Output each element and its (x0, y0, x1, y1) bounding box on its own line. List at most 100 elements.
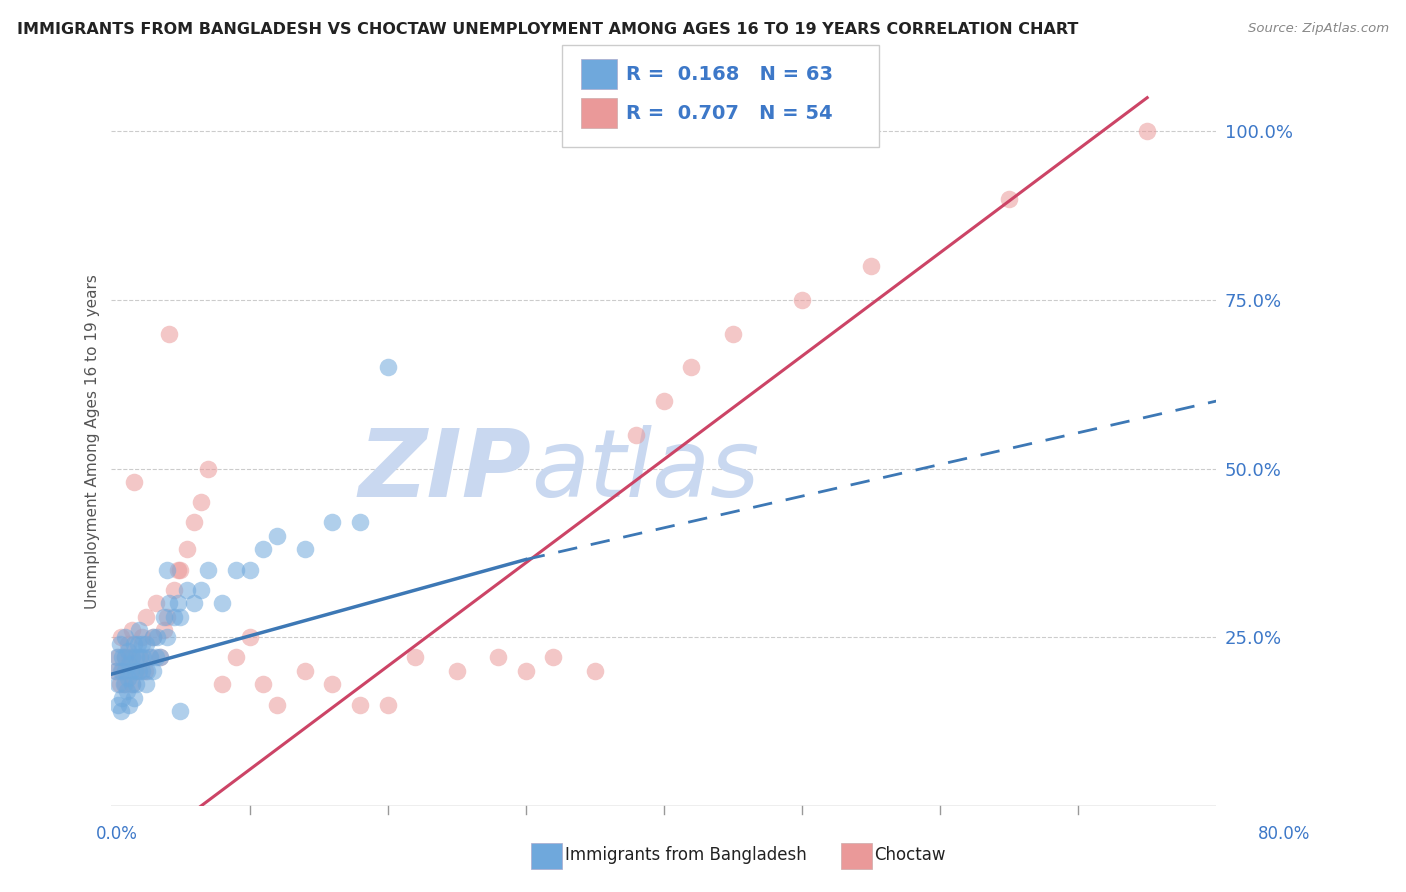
Text: ZIP: ZIP (359, 425, 531, 516)
Point (1136, 124, 1159, 138)
Y-axis label: Unemployment Among Ages 16 to 19 years: Unemployment Among Ages 16 to 19 years (86, 274, 100, 609)
Point (321, 516, 343, 530)
Point (117, 643, 139, 657)
Point (624, 427, 647, 442)
Point (145, 596, 167, 610)
Point (157, 326, 180, 341)
Point (128, 664, 150, 678)
Point (153, 624, 176, 638)
Point (183, 516, 205, 530)
Point (131, 664, 153, 678)
Point (108, 637, 131, 651)
Point (114, 677, 136, 691)
Point (721, 326, 744, 341)
Point (121, 677, 143, 691)
Point (166, 596, 188, 610)
Point (139, 650, 162, 665)
Point (404, 650, 426, 665)
Point (121, 677, 143, 691)
Point (145, 650, 167, 665)
Point (124, 664, 146, 678)
Point (225, 563, 247, 577)
Point (377, 698, 399, 712)
Point (118, 698, 141, 712)
Point (146, 630, 169, 644)
Point (166, 563, 188, 577)
Point (142, 664, 165, 678)
Point (266, 698, 288, 712)
Point (136, 664, 159, 678)
Point (117, 671, 139, 685)
Point (131, 637, 153, 651)
Point (135, 637, 157, 651)
Point (446, 664, 468, 678)
Point (122, 690, 145, 705)
Point (197, 461, 219, 475)
Point (118, 657, 141, 671)
Point (486, 650, 509, 665)
Point (111, 664, 134, 678)
Point (377, 360, 399, 375)
Point (117, 637, 139, 651)
Point (190, 495, 212, 509)
Point (135, 610, 157, 624)
Text: IMMIGRANTS FROM BANGLADESH VS CHOCTAW UNEMPLOYMENT AMONG AGES 16 TO 19 YEARS COR: IMMIGRANTS FROM BANGLADESH VS CHOCTAW UN… (17, 22, 1078, 37)
Text: R =  0.168   N = 63: R = 0.168 N = 63 (626, 64, 832, 84)
Point (169, 610, 191, 624)
Point (112, 677, 135, 691)
Point (183, 596, 205, 610)
Point (122, 475, 145, 489)
Point (110, 664, 132, 678)
Point (107, 698, 129, 712)
Point (238, 630, 260, 644)
Text: 0.0%: 0.0% (96, 825, 138, 843)
Point (211, 596, 233, 610)
Point (349, 516, 371, 530)
Point (543, 650, 565, 665)
Point (104, 664, 127, 678)
Point (104, 664, 127, 678)
Point (652, 394, 675, 409)
Point (211, 677, 233, 691)
Text: Immigrants from Bangladesh: Immigrants from Bangladesh (565, 847, 807, 864)
Point (125, 677, 148, 691)
Point (115, 684, 138, 698)
Point (105, 650, 128, 665)
Point (176, 582, 198, 597)
Point (125, 650, 148, 665)
Point (157, 596, 180, 610)
Point (156, 630, 179, 644)
Point (125, 664, 148, 678)
Point (111, 650, 134, 665)
Point (120, 664, 142, 678)
Point (121, 624, 143, 638)
Point (156, 563, 179, 577)
Point (153, 610, 176, 624)
Point (321, 677, 343, 691)
Point (149, 650, 172, 665)
Point (681, 360, 703, 375)
Text: Source: ZipAtlas.com: Source: ZipAtlas.com (1249, 22, 1389, 36)
Text: R =  0.707   N = 54: R = 0.707 N = 54 (626, 103, 832, 123)
Point (142, 630, 165, 644)
Point (169, 704, 191, 718)
Point (139, 650, 162, 665)
Point (176, 542, 198, 557)
Point (790, 293, 813, 307)
Text: 80.0%: 80.0% (1258, 825, 1310, 843)
Text: Choctaw: Choctaw (875, 847, 946, 864)
Point (142, 630, 165, 644)
Point (129, 650, 152, 665)
Point (190, 582, 212, 597)
Point (114, 630, 136, 644)
Point (118, 650, 141, 665)
Point (114, 650, 136, 665)
Point (169, 563, 191, 577)
Point (114, 664, 136, 678)
Point (294, 542, 316, 557)
Point (294, 664, 316, 678)
Point (134, 664, 156, 678)
Point (515, 664, 537, 678)
Point (110, 704, 132, 718)
Point (128, 624, 150, 638)
